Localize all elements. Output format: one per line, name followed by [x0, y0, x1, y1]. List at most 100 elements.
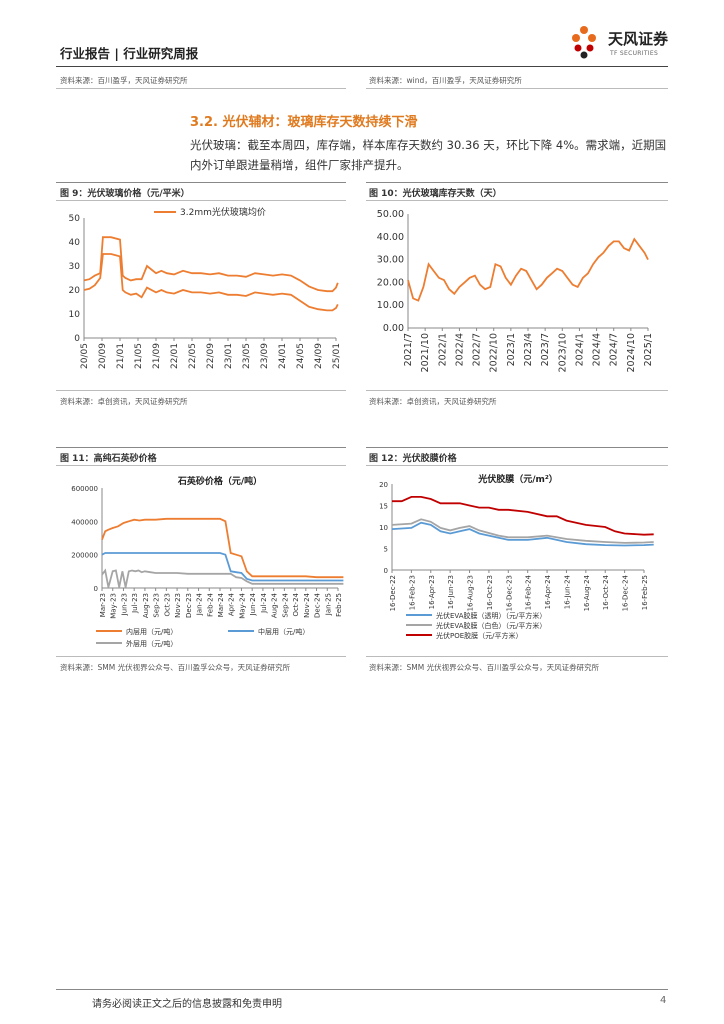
- figure-source: 资料来源：卓创资讯，天风证券研究所: [369, 397, 497, 406]
- y-tick-label: 40.00: [377, 232, 404, 243]
- series-line: [407, 237, 649, 302]
- figure-title: 图 12：光伏胶膜价格: [369, 454, 457, 464]
- x-tick-label: 24/09: [314, 343, 324, 369]
- x-tick-label: Dec-23: [185, 593, 193, 618]
- glass-inventory-days-chart: 0.00 10.00 20.00 30.00 40.00 50.00 2021/7 2021/…: [366, 202, 668, 388]
- x-tick-label: 22/09: [206, 343, 216, 369]
- x-tick-label: May-24: [238, 592, 246, 618]
- x-tick-label: 2021/7: [403, 333, 414, 366]
- x-tick-label: 2024/7: [609, 333, 620, 366]
- separator: [366, 447, 668, 448]
- x-tick-label: 24/05: [296, 343, 306, 369]
- x-tick-label: 2022/7: [472, 333, 483, 366]
- chart-title: 光伏胶膜（元/m²）: [477, 473, 558, 485]
- y-tick-label: 600000: [71, 485, 98, 493]
- separator: [366, 88, 668, 89]
- series-line: [83, 253, 339, 312]
- x-tick-label: Oct-23: [163, 593, 171, 617]
- separator: [366, 465, 668, 466]
- logo-text-cn: 天风证券: [608, 30, 669, 48]
- x-tick-label: Nov-24: [303, 592, 311, 617]
- y-tick-label: 15: [379, 503, 388, 511]
- x-tick-label: Mar-24: [217, 592, 225, 617]
- separator: [56, 182, 346, 183]
- y-tick-label: 30.00: [377, 255, 404, 266]
- x-tick-label: Sep-23: [153, 593, 161, 618]
- separator: [56, 447, 346, 448]
- x-tick-label: 2023/10: [557, 333, 568, 372]
- x-tick-label: 23/09: [260, 343, 270, 369]
- legend-label: 光伏EVA胶膜（白色）（元/平方米）: [436, 621, 546, 630]
- separator: [366, 390, 668, 391]
- x-tick-label: 16-Jun-23: [447, 575, 455, 609]
- x-tick-label: 16-Aug-24: [583, 574, 591, 611]
- x-tick-label: 21/05: [134, 343, 144, 369]
- x-tick-label: 2024/4: [592, 333, 603, 366]
- x-tick-label: Jul-23: [131, 593, 139, 614]
- y-tick-label: 10: [379, 524, 388, 532]
- figure-source: 资料来源：SMM 光伏视界公众号、百川盈孚公众号，天风证券研究所: [369, 663, 600, 672]
- y-tick-label: 30: [69, 262, 81, 272]
- x-tick-label: Jan-24: [196, 592, 204, 616]
- series-line: [392, 495, 654, 536]
- y-tick-label: 0: [384, 567, 388, 575]
- x-tick-label: Nov-23: [174, 593, 182, 618]
- x-tick-label: Oct-24: [292, 592, 300, 616]
- y-tick-label: 20: [379, 481, 388, 489]
- x-tick-label: 23/01: [224, 343, 234, 369]
- x-tick-label: Jan-25: [324, 593, 332, 616]
- separator: [366, 182, 668, 183]
- x-tick-label: 16-Apr-23: [428, 575, 436, 609]
- legend-label: 外层用（元/吨）: [126, 639, 177, 648]
- x-tick-label: Dec-24: [314, 592, 322, 618]
- x-tick-label: 16-Feb-25: [641, 575, 649, 610]
- y-tick-label: 200000: [71, 552, 98, 560]
- series-line: [391, 521, 654, 547]
- y-tick-label: 0: [74, 334, 80, 344]
- x-tick-label: 16-Feb-23: [408, 575, 416, 610]
- x-tick-label: Feb-24: [206, 592, 214, 616]
- footer-disclaimer: 请务必阅读正文之后的信息披露和免责申明: [92, 999, 282, 1010]
- pv-film-price-chart: 0 5 10 15 20 16-Dec-22 16-Feb-23 16-Apr-23 16-Ju…: [366, 468, 668, 654]
- y-tick-label: 40: [69, 238, 81, 248]
- tf-securities-logo-icon: [572, 26, 596, 59]
- figure-title: 图 9：光伏玻璃价格（元/平米）: [60, 189, 190, 199]
- x-tick-label: Aug-23: [142, 593, 150, 618]
- separator: [56, 200, 346, 201]
- top-source-left: 资料来源：百川盈孚，天风证券研究所: [60, 76, 188, 85]
- x-tick-label: 24/01: [278, 343, 288, 369]
- legend-label: 光伏EVA胶膜（透明）（元/平方米）: [436, 611, 546, 620]
- legend-label: 中层用（元/吨）: [258, 627, 309, 636]
- x-tick-label: 16-Feb-24: [525, 574, 533, 610]
- separator: [56, 88, 346, 89]
- x-tick-label: 2024/10: [626, 333, 637, 372]
- legend-label: 内层用（元/吨）: [126, 627, 177, 636]
- series-line: [83, 236, 339, 293]
- y-tick-label: 5: [384, 546, 388, 554]
- series-line: [101, 568, 344, 588]
- x-tick-label: 16-Dec-23: [505, 575, 513, 611]
- x-tick-label: 2021/10: [420, 333, 431, 372]
- legend-label: 3.2mm光伏玻璃均价: [180, 206, 266, 218]
- x-tick-label: 16-Oct-23: [486, 575, 494, 610]
- x-tick-label: 21/01: [116, 343, 126, 369]
- top-source-right: 资料来源：wind，百川盈孚，天风证券研究所: [369, 76, 522, 85]
- x-tick-label: 2022/10: [489, 333, 500, 372]
- report-header-title: 行业报告 | 行业研究周报: [60, 46, 199, 61]
- y-tick-label: 0.00: [383, 323, 404, 334]
- y-tick-label: 0: [94, 585, 98, 593]
- glass-price-chart: 0 10 20 30 40 50 20/05 20/09 21/01 21/05 21/09 22/0…: [56, 202, 348, 382]
- logo-text-en: TF SECURITIES: [610, 50, 659, 57]
- y-tick-label: 50: [69, 214, 81, 224]
- x-tick-label: 2022/4: [454, 333, 465, 366]
- footer-divider: [56, 989, 668, 990]
- separator: [56, 390, 346, 391]
- separator: [56, 465, 346, 466]
- series-line: [391, 518, 654, 544]
- x-tick-label: 2025/1: [643, 333, 654, 366]
- x-tick-label: 2023/7: [540, 333, 551, 366]
- x-tick-label: 20/09: [98, 343, 108, 369]
- figure-title: 图 11：高纯石英砂价格: [60, 454, 157, 464]
- x-tick-label: 20/05: [80, 343, 90, 369]
